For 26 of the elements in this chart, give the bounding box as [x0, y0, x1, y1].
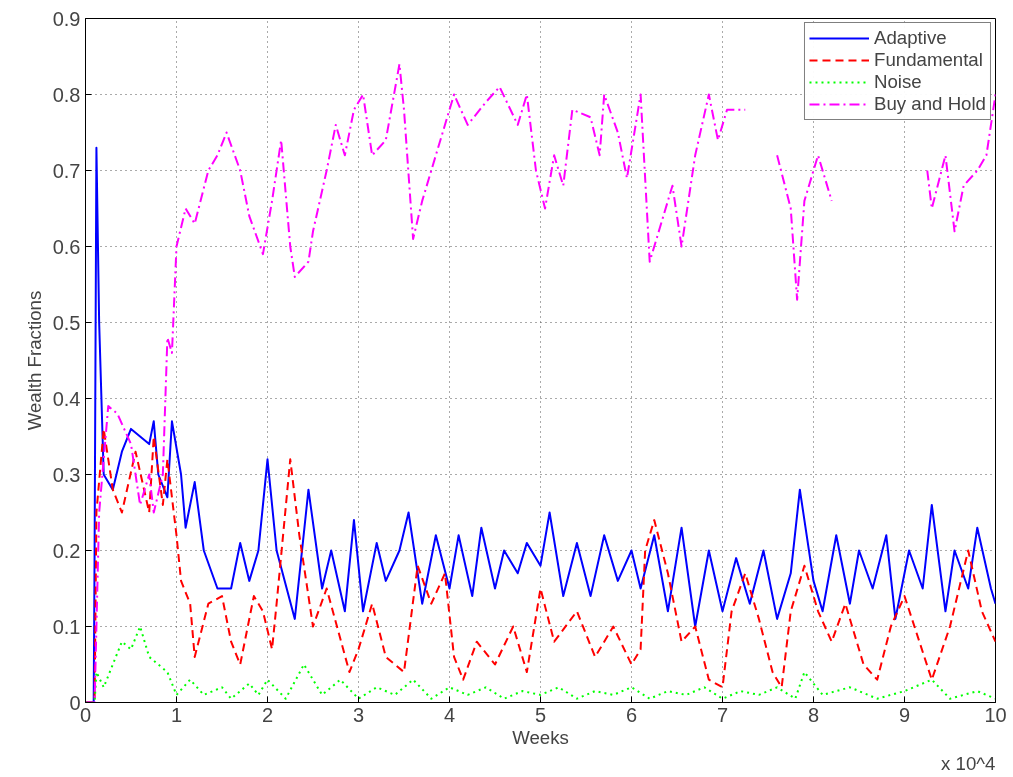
text: x 10^4 — [941, 752, 996, 774]
y-tick-label: 0.9 — [52, 7, 81, 30]
y-tick-label: 0.8 — [52, 83, 81, 106]
y-tick-label: 0.7 — [52, 159, 81, 182]
x-axis-title: Weeks — [512, 726, 569, 748]
legend-label: Fundamental — [873, 49, 983, 71]
y-tick-label: 0.2 — [52, 539, 81, 562]
x-tick-label: 2 — [261, 703, 274, 726]
y-axis-title: Wealth Fractions — [23, 290, 45, 431]
y-tick-label: 0.6 — [52, 235, 81, 258]
x-tick-label: 6 — [625, 703, 638, 726]
x-tick-label: 5 — [534, 703, 547, 726]
x-tick-label: 8 — [807, 703, 820, 726]
x-tick-label: 9 — [898, 703, 911, 726]
y-tick-label: 0.1 — [52, 615, 81, 638]
x-tick-label: 10 — [984, 703, 1007, 726]
x-tick-label: 4 — [443, 703, 456, 726]
y-tick-label: 0.5 — [52, 311, 81, 334]
legend-label: Buy and Hold — [873, 93, 986, 115]
y-tick-label: 0.3 — [52, 463, 81, 486]
x-tick-label: 7 — [716, 703, 729, 726]
x-tick-label: 3 — [352, 703, 365, 726]
x-tick-label: 1 — [170, 703, 183, 726]
legend-label: Noise — [873, 71, 922, 93]
y-tick-label: 0.4 — [52, 387, 81, 410]
legend-label: Adaptive — [873, 27, 947, 49]
